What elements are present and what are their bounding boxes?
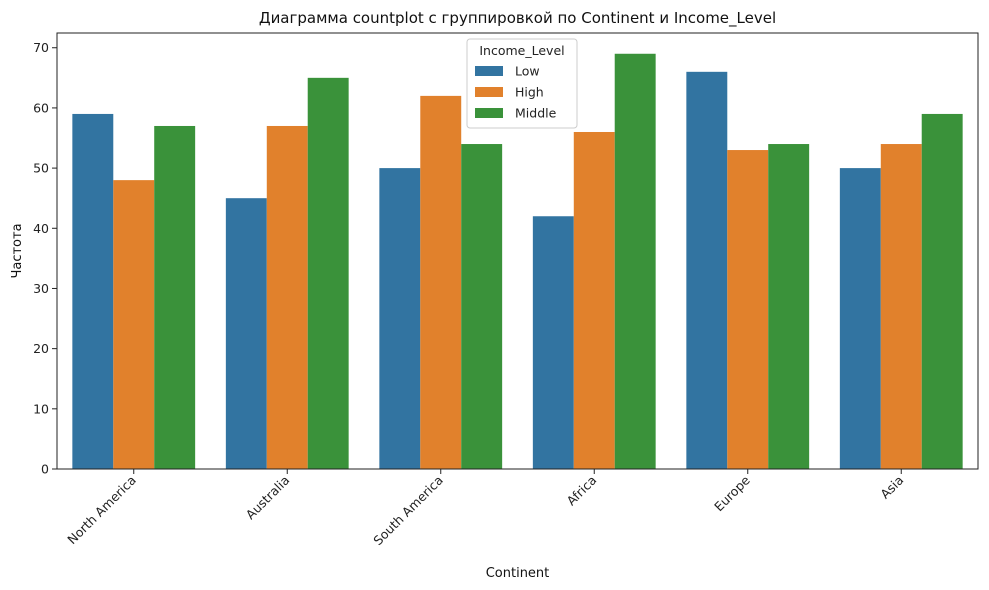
x-axis: North America Australia South America Afric…	[64, 469, 906, 548]
plot-frame	[56, 32, 979, 470]
legend-label-low: Low	[515, 64, 540, 79]
bar-high-south-america	[420, 95, 462, 469]
y-tick-label: 0	[41, 462, 49, 477]
bar-middle-europe	[768, 144, 810, 469]
y-tick-label: 70	[33, 40, 49, 55]
bar-high-australia	[266, 125, 308, 469]
bar-middle-north-america	[154, 125, 196, 469]
bar-low-south-america	[379, 168, 421, 469]
chart-title: Диаграмма countplot с группировкой по Co…	[259, 9, 776, 28]
legend-swatch-low	[475, 66, 503, 76]
legend-title: Income_Level	[479, 43, 564, 58]
x-tick-label: Asia	[877, 473, 906, 502]
bar-low-australia	[225, 198, 267, 469]
x-tick-label: Europe	[711, 472, 753, 514]
y-axis: 0 10 20 30 40 50 60 70	[33, 40, 57, 477]
legend-swatch-middle	[475, 108, 503, 118]
y-tick-label: 40	[33, 221, 49, 236]
y-tick-label: 50	[33, 161, 49, 176]
bar-middle-asia	[921, 113, 963, 469]
y-tick-label: 30	[33, 281, 49, 296]
bar-high-europe	[727, 150, 769, 469]
bar-middle-australia	[307, 77, 349, 469]
legend-swatch-high	[475, 87, 503, 97]
bar-low-africa	[532, 216, 574, 469]
y-tick-label: 10	[33, 401, 49, 416]
x-tick-label: Australia	[243, 473, 293, 523]
legend-label-high: High	[515, 85, 544, 100]
bar-high-africa	[573, 131, 615, 469]
x-tick-label: North America	[64, 473, 139, 548]
x-tick-label: Africa	[564, 473, 600, 509]
bar-high-asia	[880, 144, 922, 469]
legend-label-middle: Middle	[515, 106, 557, 121]
bar-low-europe	[686, 71, 728, 469]
x-tick-label: South America	[370, 473, 446, 549]
bars	[72, 53, 963, 470]
bar-high-north-america	[113, 180, 155, 469]
x-axis-label: Continent	[486, 566, 550, 581]
y-axis-label: Частота	[10, 223, 25, 278]
bar-middle-south-america	[461, 144, 503, 469]
legend-box	[466, 38, 578, 129]
bar-middle-africa	[614, 53, 656, 470]
legend: Income_Level Low High Middle	[466, 38, 578, 129]
bar-low-north-america	[72, 113, 114, 469]
y-tick-label: 60	[33, 100, 49, 115]
bar-low-asia	[839, 168, 881, 469]
y-tick-label: 20	[33, 341, 49, 356]
